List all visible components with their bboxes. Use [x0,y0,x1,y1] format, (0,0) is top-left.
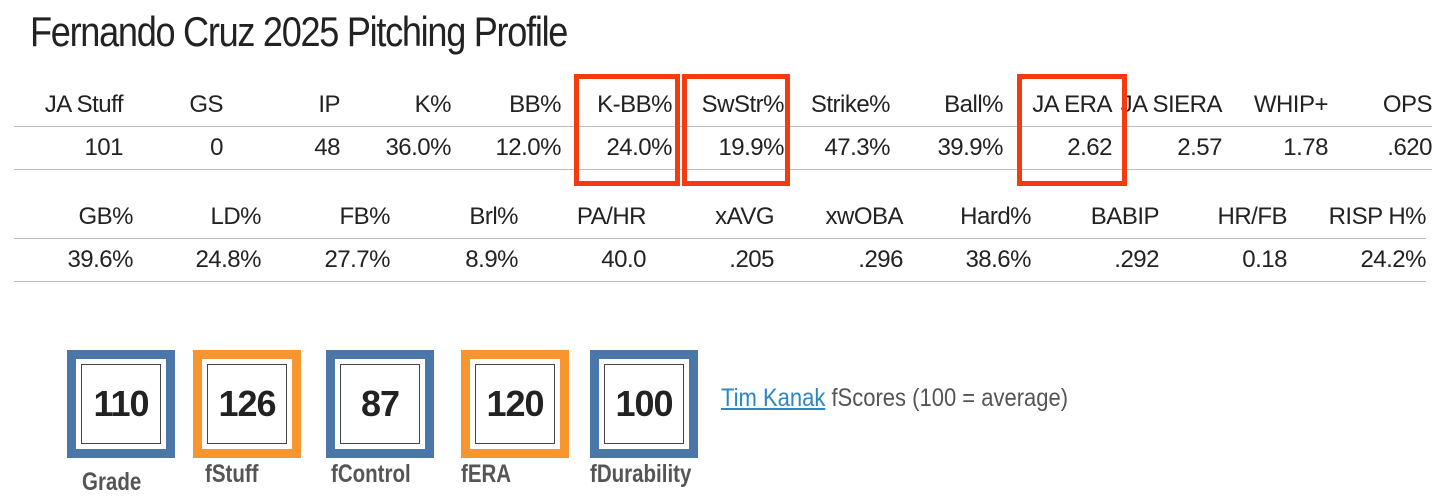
table-cell: 39.6% [67,246,133,273]
column-header: GS [189,91,223,118]
table-cell: 1.78 [1283,134,1328,161]
fscore-value: 100 [604,364,684,444]
table-cell: 101 [84,134,123,161]
table-cell: .296 [858,246,903,273]
column-header: OPS [1382,91,1433,118]
highlight-box-ja-era [1017,74,1127,186]
fscore-label-grade: Grade [82,468,142,496]
fscore-box-fcontrol: 87 [326,350,434,458]
column-header: PA/HR [576,203,647,230]
fscore-label-fdurability: fDurability [590,460,692,488]
column-header: JA Stuff [44,91,124,118]
column-header: GB% [78,203,133,230]
column-header: BABIP [1090,203,1160,230]
table-cell: 36.0% [385,134,451,161]
column-header: Hard% [960,203,1031,230]
fscore-value: 120 [475,364,555,444]
fscore-value: 126 [207,364,287,444]
table-cell: 24.2% [1360,246,1426,273]
fscores-legend-text: fScores (100 = average) [825,384,1069,412]
fscores-legend: Tim Kanak fScores (100 = average) [721,384,1068,413]
fscore-label-fstuff: fStuff [205,460,259,488]
table-cell: .292 [1114,246,1159,273]
pitching-stats-table-1: JA Stuff GS IP K% BB% K-BB% SwStr% Strik… [14,84,1433,170]
fscore-label-fera: fERA [461,460,512,488]
column-header: HR/FB [1217,203,1288,230]
fscore-value: 110 [81,364,161,444]
column-header: IP [318,91,340,118]
table-cell: 38.6% [965,246,1031,273]
table-cell: 2.57 [1177,134,1222,161]
column-header: Brl% [469,203,518,230]
table-cell: 0 [210,134,223,161]
column-header: SwStr% [701,91,785,118]
fscore-box-fstuff: 126 [193,350,301,458]
column-header: K% [414,91,452,118]
fscore-label-fcontrol: fControl [331,460,411,488]
table-cell: 0.18 [1242,246,1287,273]
pitching-stats-table-2: GB% LD% FB% Brl% PA/HR xAVG xwOBA Hard% … [14,196,1427,282]
table-cell: 8.9% [465,246,518,273]
column-header: BB% [509,91,561,118]
table-cell: 27.7% [324,246,390,273]
table-cell: 19.9% [718,134,784,161]
column-header: FB% [339,203,390,230]
table-cell: 12.0% [495,134,561,161]
column-header: LD% [210,203,261,230]
highlight-box-k-bb [574,74,680,186]
column-header: xAVG [715,203,774,230]
column-header: RISP H% [1328,203,1427,230]
table-cell: 47.3% [824,134,890,161]
column-header: JA SIERA [1120,91,1223,118]
page-title: Fernando Cruz 2025 Pitching Profile [30,8,568,55]
column-header: JA ERA [1032,91,1112,118]
fscore-value: 87 [340,364,420,444]
column-header: Ball% [944,91,1003,118]
table-cell: 39.9% [937,134,1003,161]
table-cell: 24.8% [195,246,261,273]
table-header-row: GB% LD% FB% Brl% PA/HR xAVG xwOBA Hard% … [14,196,1427,239]
table-cell: 48 [314,134,340,161]
tim-kanak-link[interactable]: Tim Kanak [721,384,826,412]
table-cell: 40.0 [601,246,646,273]
column-header: K-BB% [597,91,672,118]
table-header-row: JA Stuff GS IP K% BB% K-BB% SwStr% Strik… [14,84,1433,127]
column-header: WHIP+ [1253,91,1329,118]
table-cell: .620 [1387,134,1432,161]
fscore-box-fdurability: 100 [590,350,698,458]
highlight-box-swstr [682,74,790,186]
table-cell: .205 [729,246,774,273]
table-cell: 24.0% [606,134,672,161]
fscore-box-fera: 120 [461,350,569,458]
column-header: xwOBA [825,203,903,230]
fscore-box-grade: 110 [67,350,175,458]
table-row: 101 0 48 36.0% 12.0% 24.0% 19.9% 47.3% 3… [14,127,1433,170]
table-cell: 2.62 [1067,134,1112,161]
column-header: Strike% [810,91,891,118]
table-row: 39.6% 24.8% 27.7% 8.9% 40.0 .205 .296 38… [14,239,1427,282]
